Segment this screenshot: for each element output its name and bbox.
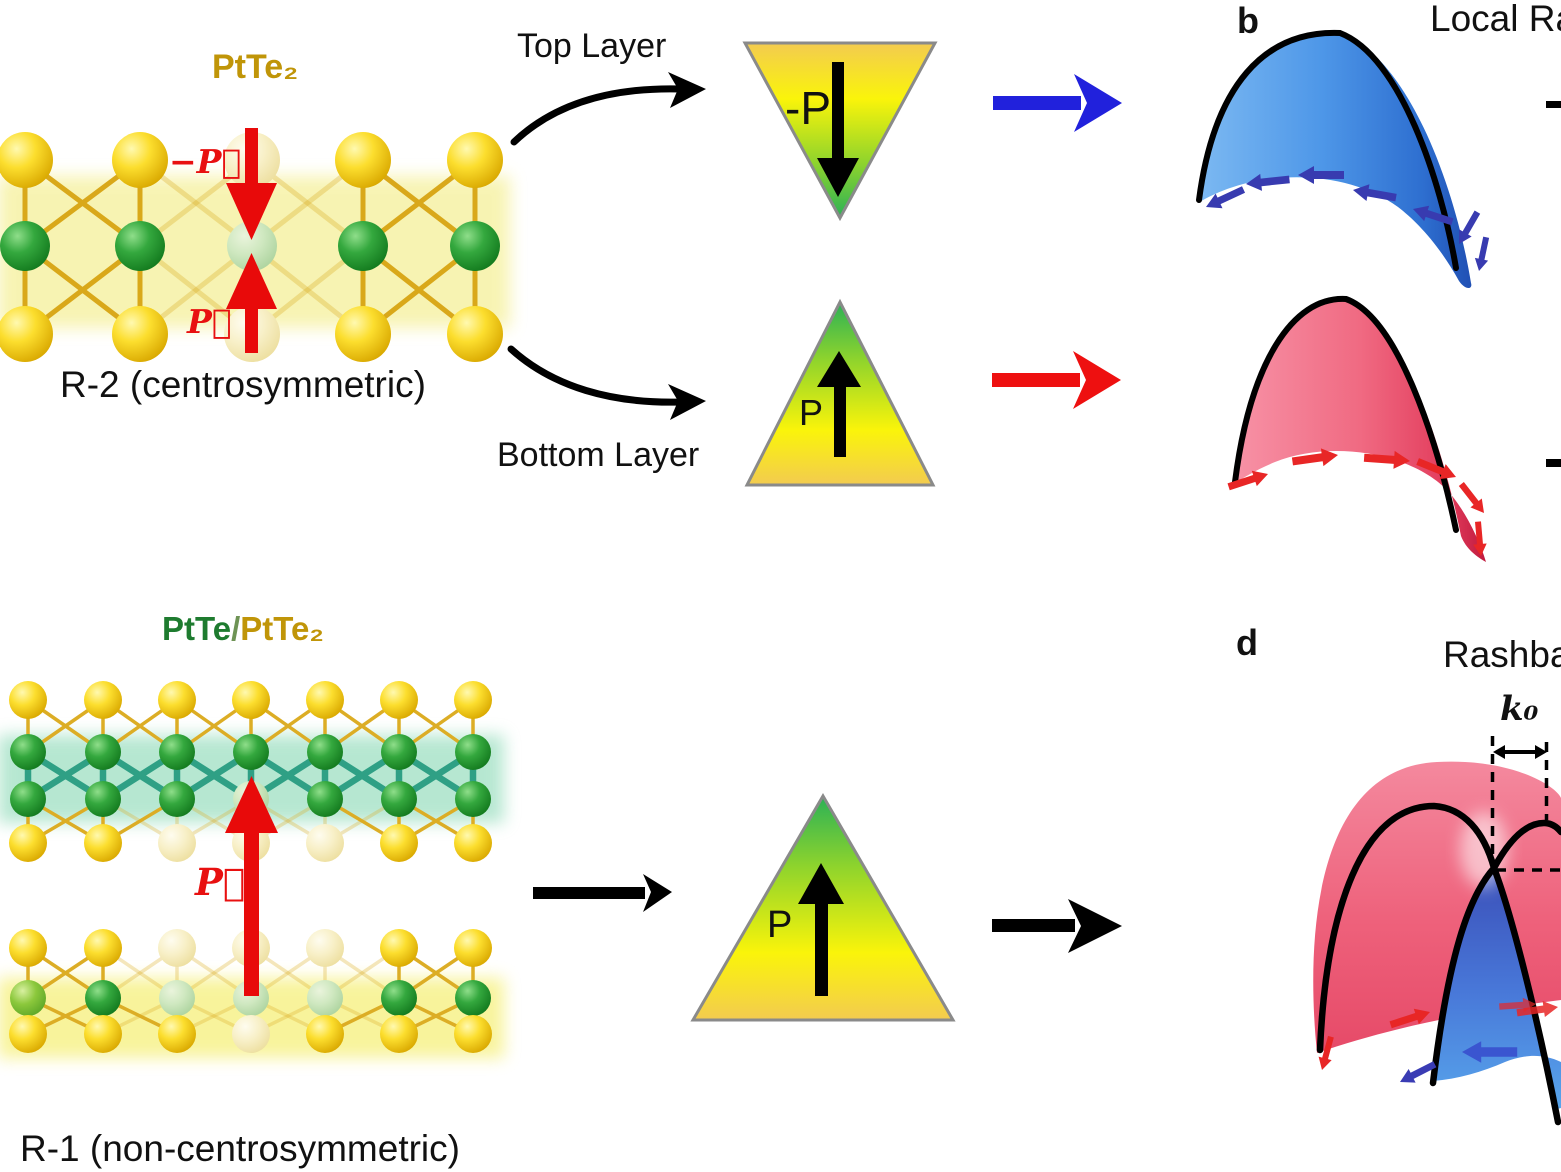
r1-crystal-structure [9, 681, 492, 1053]
r1-caption: R-1 (non-centrosymmetric) [20, 1128, 460, 1169]
r1-title-ptte2: PtTe₂ [240, 610, 324, 647]
big-triangle-label: P [767, 904, 793, 946]
panel-b-letter: b [1237, 0, 1259, 41]
panel-b-blue-band [1196, 29, 1493, 288]
k0-label: k₀ [1500, 689, 1539, 729]
panel-d-letter: d [1236, 622, 1258, 663]
up-arrow-icon [798, 863, 844, 904]
top-layer-curved-arrow [510, 72, 706, 146]
top-layer-label: Top Layer [517, 27, 667, 65]
polarization-vector-label-r1: P⃗ [195, 860, 246, 904]
bottom-black-arrow-left [533, 874, 672, 912]
edge-dash-middle [1546, 459, 1561, 467]
panel-d-rashba-bands [1313, 736, 1561, 1126]
r1-title-separator: / [231, 610, 241, 647]
upright-triangle-label: P [799, 392, 824, 433]
panel-d-title: Rashba [1443, 634, 1561, 675]
upright-triangle [744, 298, 936, 487]
k0-dashed-guides [1490, 736, 1561, 872]
panel-b-title: Local Ra [1430, 0, 1561, 39]
down-arrow-icon [817, 158, 859, 197]
edge-dash-top [1546, 101, 1561, 108]
bottom-layer-curved-arrow [507, 345, 706, 420]
r2-polarization-arrows [226, 128, 277, 353]
blue-flow-arrow [993, 74, 1122, 132]
red-flow-arrow [992, 351, 1121, 409]
up-arrow-icon [817, 351, 861, 387]
bottom-layer-label: Bottom Layer [497, 436, 700, 474]
inverted-triangle-label: -P [785, 82, 831, 134]
panel-b-red-band [1226, 295, 1490, 562]
band-outline-left-parabola [1316, 802, 1561, 1126]
r2-caption: R-2 (centrosymmetric) [60, 364, 426, 405]
big-triangle [690, 793, 956, 1022]
k0-double-arrow [1493, 745, 1547, 759]
bottom-black-arrow-right [992, 899, 1122, 953]
r1-structure-title: PtTe/PtTe₂ [162, 610, 324, 647]
r2-crystal-structure [0, 132, 503, 362]
polarization-vector-label-r2: P⃗ [187, 302, 232, 341]
neg-polarization-vector-label: −P⃗ [169, 142, 242, 181]
inverted-triangle [742, 41, 938, 222]
r1-title-ptte: PtTe [162, 610, 232, 647]
band-outline-right-parabola [1429, 819, 1561, 1087]
r2-structure-title: PtTe₂ [212, 48, 299, 86]
r1-polarization-arrow [225, 776, 278, 996]
